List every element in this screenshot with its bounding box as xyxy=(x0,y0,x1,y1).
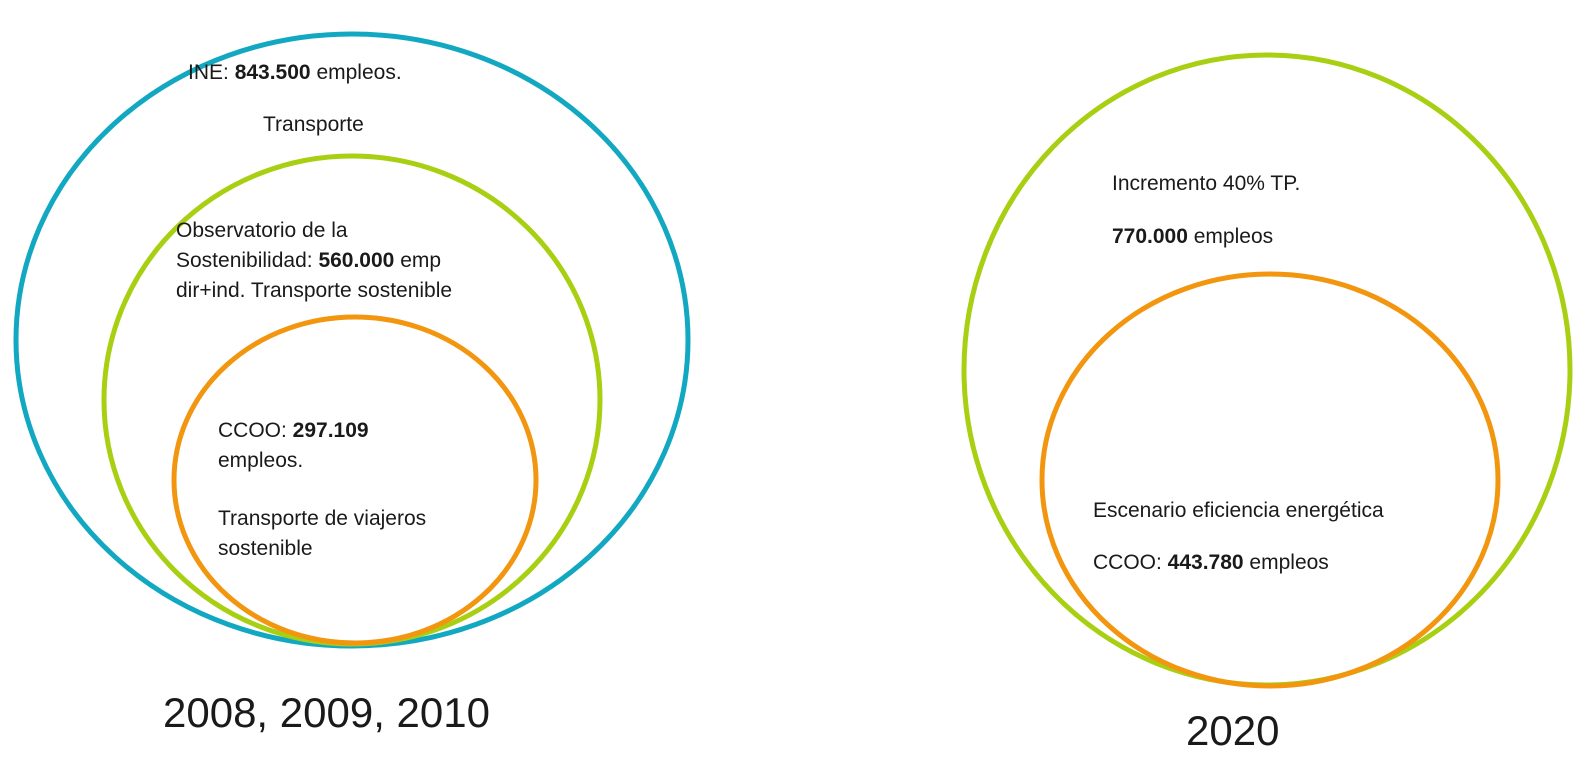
scenario-label: Escenario eficiencia energética xyxy=(1093,499,1384,522)
observatory-line-2: Sostenibilidad: 560.000 emp xyxy=(176,249,442,272)
ccoo-left-line-2: empleos. xyxy=(218,449,304,472)
right-period-caption: 2020 xyxy=(1186,707,1280,754)
ine-value: 843.500 xyxy=(234,61,311,84)
ine-subtitle: Transporte xyxy=(263,113,364,136)
increase-value: 770.000 xyxy=(1112,225,1188,248)
ccoo-sustainable-travel-circle xyxy=(171,314,539,646)
ccoo-right-line: CCOO: 443.780 empleos xyxy=(1093,551,1329,574)
observatory-value: 560.000 xyxy=(318,249,395,272)
increase-label: Incremento 40% TP. xyxy=(1112,172,1301,195)
left-period-caption: 2008, 2009, 2010 xyxy=(163,689,490,736)
ccoo-left-line-1: CCOO: 297.109 xyxy=(218,419,369,442)
ccoo-right-value: 443.780 xyxy=(1167,551,1244,574)
ccoo-left-line-3: Transporte de viajeros xyxy=(218,507,427,530)
observatory-line-3: dir+ind. Transporte sostenible xyxy=(176,279,453,302)
energy-efficiency-scenario-circle xyxy=(1039,271,1501,689)
ine-label: INE: 843.500 empleos. xyxy=(188,61,402,84)
observatory-line-1: Observatorio de la xyxy=(176,219,348,242)
ccoo-left-line-4: sostenible xyxy=(218,537,313,560)
ccoo-left-value: 297.109 xyxy=(292,419,369,442)
forecast-2020-circle xyxy=(961,52,1573,688)
increase-value-line: 770.000 empleos xyxy=(1112,225,1274,248)
